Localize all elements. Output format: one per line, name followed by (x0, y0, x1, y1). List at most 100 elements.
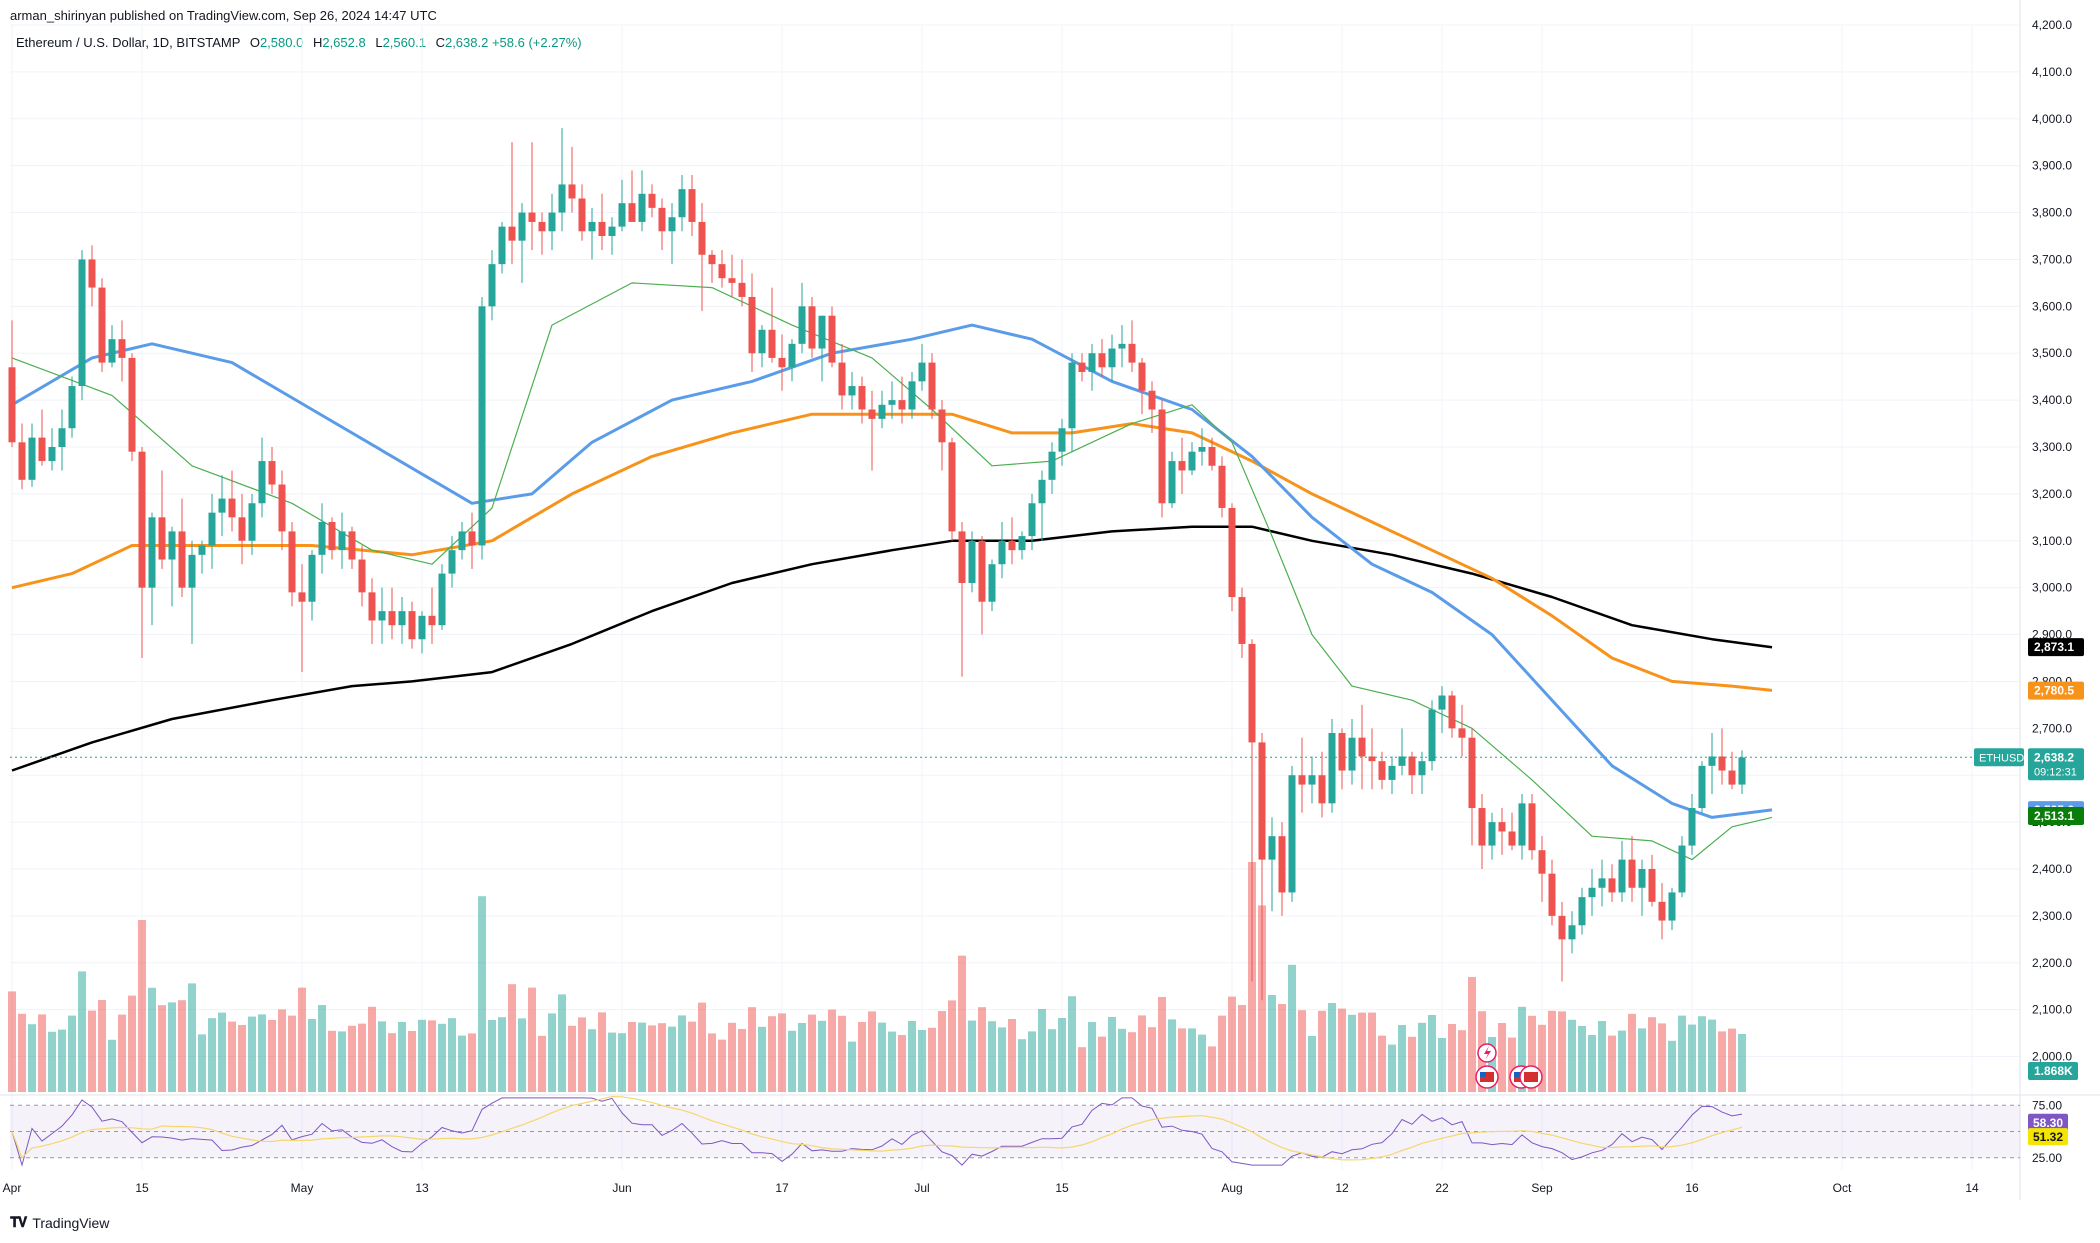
candle-body (238, 517, 246, 541)
candle-body (1058, 428, 1066, 452)
candle-body (758, 329, 766, 354)
volume-bar (318, 1005, 326, 1092)
price-chart[interactable]: 2,000.02,100.02,200.02,300.02,400.02,500… (0, 0, 2100, 1200)
volume-bar (218, 1012, 226, 1092)
volume-bar (1178, 1028, 1186, 1092)
y-tick-label: 2,700.0 (2032, 721, 2072, 735)
candle-body (858, 386, 866, 410)
volume-bar (588, 1029, 596, 1092)
x-tick-label: Jun (612, 1181, 631, 1195)
candle-body (1278, 836, 1286, 893)
candle-body (1178, 461, 1186, 471)
x-tick-label: 17 (775, 1181, 789, 1195)
candle-body (448, 550, 456, 574)
volume-bar (338, 1031, 346, 1092)
candle-body (348, 531, 356, 560)
volume-bar (868, 1011, 876, 1092)
candle-body (1118, 343, 1126, 349)
volume-bar (658, 1023, 666, 1092)
candle-body (218, 498, 226, 513)
candle-body (1078, 362, 1086, 372)
y-tick-label: 2,100.0 (2032, 1003, 2072, 1017)
candle-body (868, 409, 876, 419)
volume-bar (838, 1015, 846, 1092)
volume-bar (908, 1021, 916, 1092)
volume-bar (1698, 1016, 1706, 1092)
volume-bar (808, 1014, 816, 1092)
candle-body (1408, 756, 1416, 776)
candle-body (528, 212, 536, 222)
candle-body (1548, 873, 1556, 916)
volume-bar (68, 1015, 76, 1092)
volume-bar (1148, 1027, 1156, 1092)
candle-body (1658, 901, 1666, 921)
symbol-tag: ETHUSD (1979, 752, 2024, 764)
flag-stripes-icon (1480, 1072, 1494, 1082)
candle-body (428, 615, 436, 626)
volume-bar (328, 1030, 336, 1092)
volume-bar (1738, 1033, 1746, 1092)
brand-label: TradingView (32, 1214, 110, 1231)
volume-bar (1728, 1028, 1736, 1092)
volume-bar (1378, 1035, 1386, 1092)
volume-bar (608, 1032, 616, 1092)
candle-body (1308, 775, 1316, 785)
y-tick-label: 3,300.0 (2032, 440, 2072, 454)
volume-bar (1088, 1022, 1096, 1092)
volume-bar (858, 1022, 866, 1092)
volume-bar (1558, 1011, 1566, 1092)
volume-bar (408, 1031, 416, 1092)
candle-body (1218, 465, 1226, 508)
volume-bar (1458, 1030, 1466, 1092)
volume-bar (368, 1006, 376, 1092)
candle-body (338, 531, 346, 551)
volume-bar (538, 1035, 546, 1092)
candle-body (878, 404, 886, 419)
volume-bar (78, 971, 86, 1092)
rsi-value-label: 58.30 (2033, 1116, 2063, 1130)
volume-label: 1.868K (2034, 1064, 2073, 1078)
volume-bar (848, 1041, 856, 1092)
candle-body (158, 517, 166, 560)
volume-bar (148, 987, 156, 1092)
tradingview-logo[interactable]: 𝐓𝐕 TradingView (10, 1214, 109, 1231)
symbol-tag-bg (1974, 748, 2024, 767)
candle-body (888, 400, 896, 405)
volume-bar (88, 1010, 96, 1092)
candle-body (518, 212, 526, 241)
candle-body (288, 531, 296, 593)
candle-body (1638, 869, 1646, 888)
volume-bar (1098, 1036, 1106, 1092)
candle-body (1688, 808, 1696, 846)
volume-bar (108, 1039, 116, 1092)
candle-body (958, 531, 966, 583)
candle-body (1288, 775, 1296, 893)
volume-bar (1548, 1010, 1556, 1092)
candle-body (588, 221, 596, 232)
volume-bar (478, 896, 486, 1092)
last-price-bg (2028, 748, 2084, 781)
volume-bar (158, 1005, 166, 1092)
candle-body (248, 503, 256, 541)
volume-bar (1518, 1006, 1526, 1092)
volume-label-bg (2028, 1062, 2078, 1080)
volume-bar (48, 1031, 56, 1092)
volume-bar (488, 1020, 496, 1092)
volume-bar (1108, 1017, 1116, 1092)
candle-body (1558, 915, 1566, 940)
candle-body (678, 189, 686, 218)
volume-bar (458, 1035, 466, 1092)
volume-bar (8, 991, 16, 1092)
candle-body (658, 207, 666, 232)
candle-body (1438, 695, 1446, 710)
candle-body (768, 329, 776, 358)
candle-body (358, 559, 366, 593)
y-tick-label: 4,200.0 (2032, 18, 2072, 32)
volume-bar (1118, 1028, 1126, 1092)
y-tick-label: 3,500.0 (2032, 346, 2072, 360)
x-tick-label: 12 (1335, 1181, 1349, 1195)
volume-bar (778, 1013, 786, 1092)
volume-bar (598, 1012, 606, 1092)
candle-body (698, 221, 706, 255)
candle-body (1128, 343, 1136, 363)
